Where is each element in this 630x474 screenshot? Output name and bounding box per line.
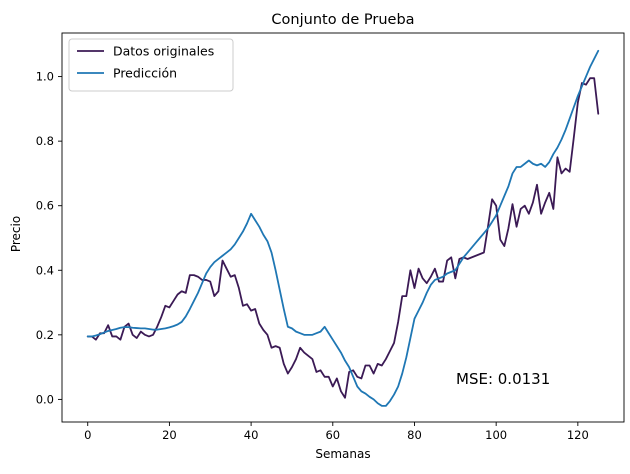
mse-annotation: MSE: 0.0131: [456, 370, 550, 388]
chart-title: Conjunto de Prueba: [271, 12, 414, 28]
x-tick-label: 120: [567, 428, 589, 442]
x-axis-label: Semanas: [315, 447, 370, 461]
x-tick-label: 40: [244, 428, 259, 442]
legend-label-prediccion: Predicción: [113, 66, 177, 81]
y-tick-label: 0.4: [36, 263, 54, 277]
x-tick-label: 60: [325, 428, 340, 442]
series-lines: [86, 49, 600, 407]
plot-frame: [61, 32, 625, 423]
x-tick-label: 20: [162, 428, 177, 442]
x-tick-label: 80: [407, 428, 422, 442]
y-tick-label: 0.8: [36, 134, 54, 148]
y-axis-label: Precio: [9, 216, 23, 252]
axis-ticks: 0 20 40 60 80 100 120 0.0 0.2 0.4 0.6 0.8 1.0: [36, 70, 589, 442]
series-line-prediccion: [86, 49, 600, 407]
y-tick-label: 1.0: [36, 70, 54, 84]
series-line-datos-originales: [86, 77, 600, 399]
legend-box: [68, 38, 234, 92]
y-tick-label: 0.0: [36, 392, 54, 406]
y-tick-label: 0.6: [36, 199, 54, 213]
legend-label-datos-originales: Datos originales: [113, 44, 214, 59]
y-tick-label: 0.2: [36, 328, 54, 342]
legend: Datos originales Predicción: [68, 38, 234, 92]
x-tick-label: 0: [84, 428, 91, 442]
x-tick-label: 100: [485, 428, 507, 442]
